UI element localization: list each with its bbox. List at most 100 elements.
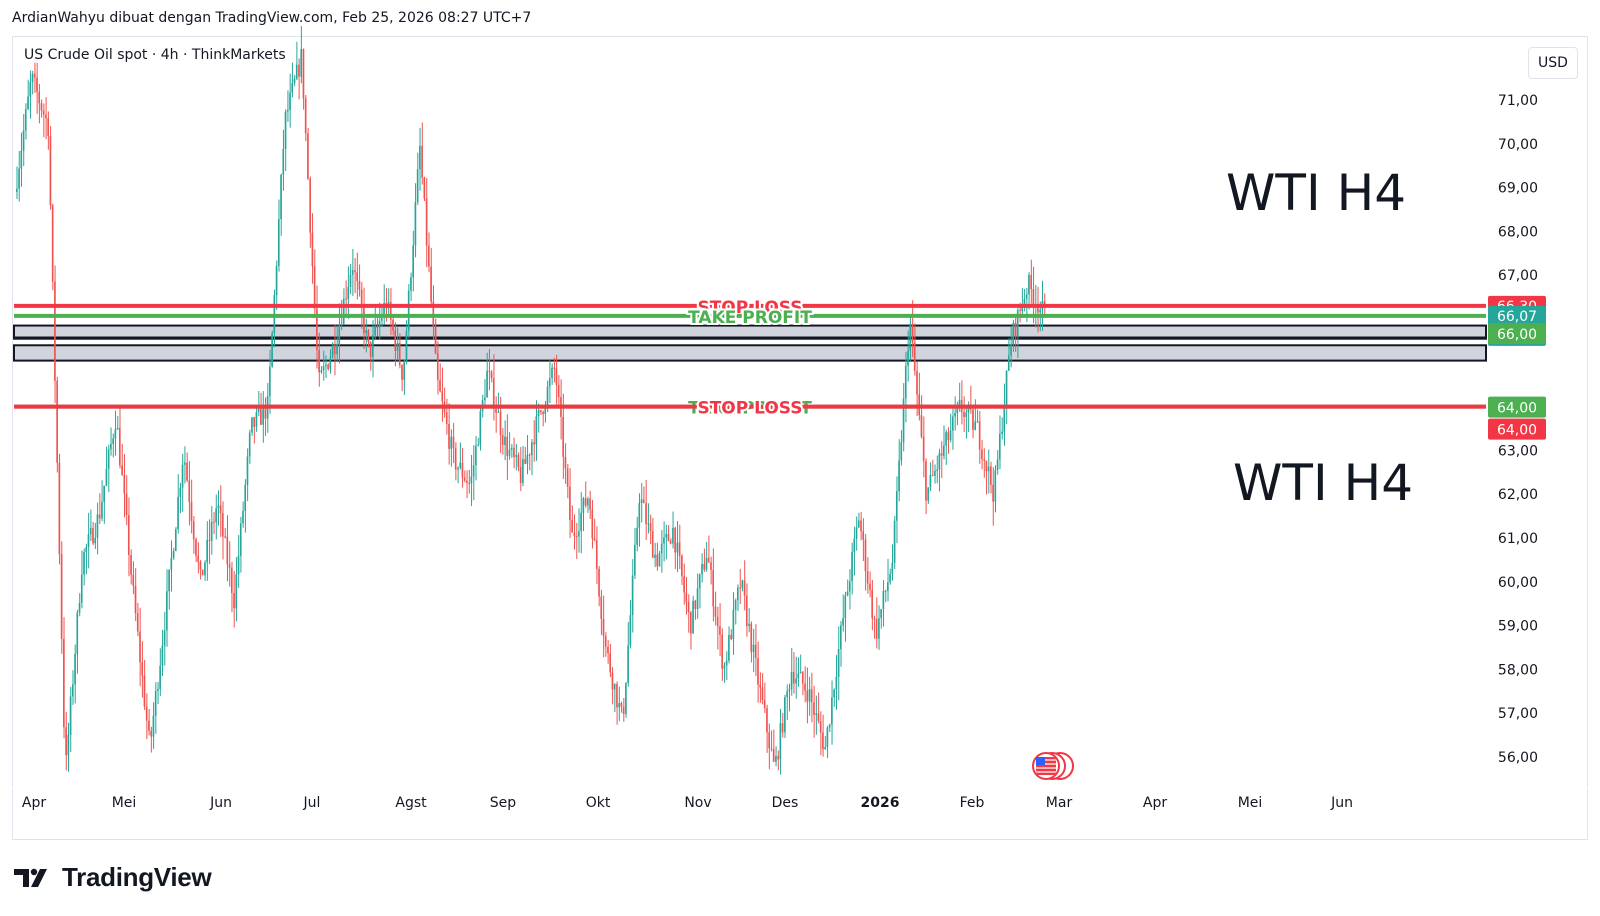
- candle-body: [24, 108, 27, 131]
- candle-body: [291, 83, 294, 93]
- candle: [519, 446, 522, 492]
- candle: [452, 422, 455, 464]
- candle-body: [374, 327, 376, 336]
- currency-button[interactable]: USD: [1528, 47, 1578, 79]
- candle-body: [976, 421, 979, 423]
- candle: [566, 463, 569, 499]
- candle-body: [853, 538, 856, 552]
- candle-body: [882, 591, 885, 610]
- candle: [501, 428, 504, 455]
- candle-body: [730, 634, 732, 640]
- candle-body: [723, 665, 726, 669]
- candle: [71, 670, 74, 705]
- candle-body: [452, 436, 455, 449]
- candle-body: [763, 700, 766, 709]
- candle-body: [911, 324, 914, 343]
- candle: [302, 48, 305, 110]
- candle: [316, 285, 318, 369]
- candle-body: [224, 536, 226, 538]
- candle-body: [360, 289, 363, 309]
- candle-body: [810, 689, 813, 703]
- candle: [170, 540, 173, 592]
- candle-body: [78, 603, 81, 613]
- candle: [544, 400, 547, 423]
- candle: [405, 320, 408, 365]
- candle: [761, 673, 764, 705]
- candle-body: [781, 723, 784, 733]
- candle: [584, 481, 587, 508]
- candle-body: [754, 644, 757, 659]
- candle: [983, 448, 985, 478]
- annotation-text: WTI H4: [1233, 454, 1413, 512]
- candle: [965, 405, 968, 439]
- candle-body: [313, 266, 316, 309]
- candle: [786, 684, 788, 720]
- candle: [938, 448, 941, 492]
- candle: [407, 284, 410, 339]
- candle: [797, 657, 800, 687]
- candle-body: [616, 683, 618, 708]
- price-tick-label: 61,00: [1498, 531, 1538, 547]
- candle-body: [363, 308, 365, 334]
- candle: [1030, 259, 1032, 304]
- candle: [16, 166, 18, 199]
- candle: [871, 579, 873, 631]
- us-flag-event-icon[interactable]: [1032, 752, 1074, 780]
- candle-body: [327, 364, 329, 369]
- candle: [139, 607, 141, 687]
- candle-body: [893, 520, 896, 563]
- candle-body: [602, 618, 605, 636]
- candle: [298, 58, 300, 100]
- candle: [414, 183, 417, 258]
- candle: [38, 83, 41, 124]
- candle-body: [83, 551, 85, 575]
- candle: [604, 632, 607, 657]
- candle: [696, 573, 699, 619]
- candle-body: [365, 329, 367, 334]
- candle-body: [410, 277, 412, 291]
- candle-body: [710, 562, 712, 571]
- candle-body: [645, 503, 647, 524]
- candle-body: [412, 245, 414, 278]
- candle-body: [788, 689, 791, 692]
- candle-body: [835, 676, 838, 690]
- candle-body: [192, 521, 195, 540]
- candle-body: [181, 464, 184, 488]
- candle: [723, 662, 726, 683]
- candle-body: [127, 515, 130, 556]
- candle-body: [1007, 355, 1010, 371]
- symbol-legend[interactable]: US Crude Oil spot · 4h · ThinkMarkets: [24, 47, 286, 63]
- candle: [20, 132, 23, 187]
- candle-body: [226, 536, 229, 565]
- candle: [508, 432, 511, 460]
- candle-body: [416, 169, 419, 203]
- candle-body: [824, 747, 826, 750]
- candle: [143, 659, 146, 710]
- candle-body: [349, 274, 352, 288]
- stop-loss-price-badge-2: [1488, 418, 1546, 440]
- candle: [692, 595, 694, 634]
- candle: [154, 682, 157, 734]
- candle-body: [197, 555, 200, 562]
- candle-body: [69, 696, 72, 735]
- candle: [1005, 370, 1008, 425]
- candle: [239, 516, 242, 573]
- candle-body: [815, 713, 818, 715]
- candle-body: [56, 380, 58, 463]
- candle-body: [58, 462, 61, 555]
- candle-body: [761, 687, 764, 701]
- candle-body: [508, 449, 511, 456]
- candle: [280, 173, 282, 236]
- candle: [998, 415, 1001, 470]
- time-tick-label: Okt: [586, 795, 611, 811]
- candle-body: [219, 505, 222, 514]
- candle: [781, 713, 784, 738]
- candle: [750, 621, 753, 663]
- candle-body: [166, 591, 168, 631]
- candle: [799, 654, 802, 674]
- candle-body: [1023, 298, 1026, 308]
- candle: [528, 453, 531, 471]
- candle-body: [775, 755, 777, 762]
- candle: [401, 364, 403, 392]
